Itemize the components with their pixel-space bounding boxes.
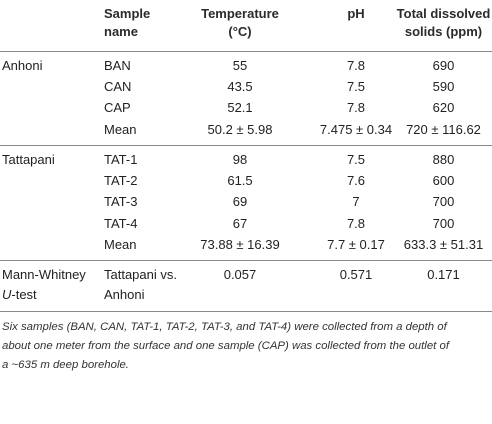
mean-label: Mean bbox=[104, 237, 137, 252]
ph-value: 7 bbox=[352, 194, 360, 209]
test-label-line1: Mann-Whitney bbox=[2, 267, 86, 282]
temperature-value: 43.5 bbox=[227, 79, 253, 94]
test-temperature-p: 0.057 bbox=[223, 267, 257, 282]
test-comparison-line2: Anhoni bbox=[104, 287, 145, 302]
sample-name: TAT-3 bbox=[104, 194, 138, 209]
footnote-line: a ~635 m deep borehole. bbox=[2, 359, 129, 371]
header-sample-name-line2: name bbox=[104, 24, 138, 39]
sample-name: TAT-1 bbox=[104, 152, 138, 167]
temperature-value: 69 bbox=[232, 194, 248, 209]
sample-name: TAT-4 bbox=[104, 216, 138, 231]
temperature-value: 98 bbox=[232, 152, 248, 167]
ph-value: 7.8 bbox=[346, 216, 366, 231]
sample-name: CAN bbox=[104, 79, 132, 94]
test-label-suffix: -test bbox=[11, 287, 37, 302]
table-footnote: Six samples (BAN, CAN, TAT-1, TAT-2, TAT… bbox=[2, 318, 490, 375]
tds-value: 690 bbox=[432, 58, 455, 73]
group-divider bbox=[0, 145, 492, 146]
temperature-value: 52.1 bbox=[227, 100, 253, 115]
ph-mean: 7.7 ± 0.17 bbox=[327, 237, 385, 252]
site-label-tattapani: Tattapani bbox=[2, 152, 55, 167]
header-ph: pH bbox=[347, 6, 365, 21]
test-label-u: U bbox=[2, 287, 12, 302]
sample-name: CAP bbox=[104, 100, 131, 115]
temperature-mean: 50.2 ± 5.98 bbox=[207, 122, 273, 137]
tds-value: 880 bbox=[432, 152, 455, 167]
table-bottom-rule bbox=[0, 311, 492, 312]
sample-name: TAT-2 bbox=[104, 173, 138, 188]
footnote-line: about one meter from the surface and one… bbox=[2, 340, 449, 352]
header-divider bbox=[0, 51, 492, 52]
temperature-value: 61.5 bbox=[227, 173, 253, 188]
test-label-line2: U-test bbox=[2, 286, 37, 304]
temperature-value: 67 bbox=[232, 216, 248, 231]
mean-label: Mean bbox=[104, 122, 137, 137]
group-divider bbox=[0, 260, 492, 261]
ph-value: 7.8 bbox=[346, 100, 366, 115]
header-sample-name-line1: Sample bbox=[104, 6, 151, 21]
ph-value: 7.8 bbox=[346, 58, 366, 73]
header-tds-line1: Total dissolved bbox=[396, 6, 491, 21]
header-tds-line2: solids (ppm) bbox=[404, 24, 483, 39]
test-comparison-line1: Tattapani vs. bbox=[104, 267, 177, 282]
header-temperature-line1: Temperature bbox=[201, 6, 279, 21]
temperature-value: 55 bbox=[232, 58, 248, 73]
test-ph-p: 0.571 bbox=[339, 267, 373, 282]
tds-value: 590 bbox=[432, 79, 455, 94]
test-tds-p: 0.171 bbox=[427, 267, 460, 282]
tds-value: 700 bbox=[432, 216, 455, 231]
tds-mean: 720 ± 116.62 bbox=[406, 122, 481, 137]
sample-name: BAN bbox=[104, 58, 131, 73]
ph-value: 7.6 bbox=[346, 173, 366, 188]
ph-mean: 7.475 ± 0.34 bbox=[319, 122, 393, 137]
site-label-anhoni: Anhoni bbox=[2, 58, 43, 73]
ph-value: 7.5 bbox=[346, 79, 366, 94]
temperature-mean: 73.88 ± 16.39 bbox=[200, 237, 280, 252]
tds-value: 700 bbox=[432, 194, 455, 209]
tds-value: 620 bbox=[432, 100, 455, 115]
header-temperature-line2: (°C) bbox=[228, 24, 252, 39]
tds-value: 600 bbox=[432, 173, 455, 188]
tds-mean: 633.3 ± 51.31 bbox=[403, 237, 484, 252]
footnote-line: Six samples (BAN, CAN, TAT-1, TAT-2, TAT… bbox=[2, 321, 447, 333]
ph-value: 7.5 bbox=[346, 152, 366, 167]
